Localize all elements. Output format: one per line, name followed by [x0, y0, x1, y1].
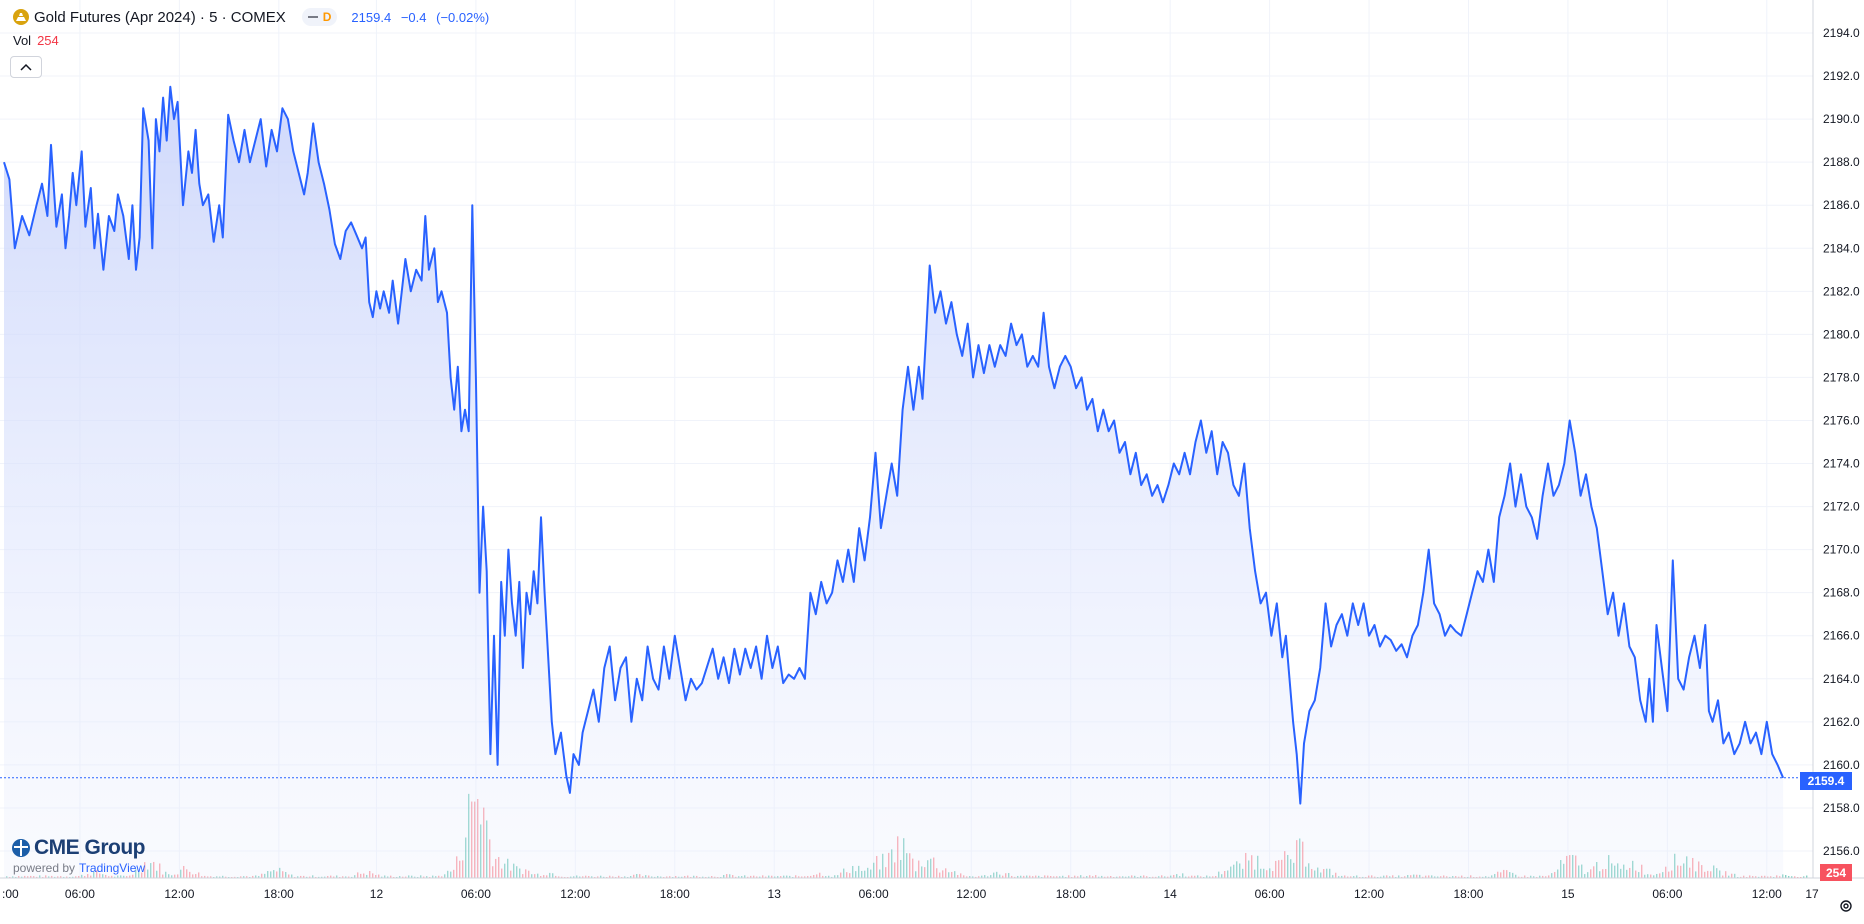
volume-label[interactable]: Vol [13, 33, 32, 48]
last-price-tag: 2159.4 [1800, 772, 1852, 790]
volume-bar [1785, 875, 1787, 878]
time-tick-label: 14 [1163, 887, 1177, 901]
powered-by-label: powered by [13, 861, 76, 875]
price-tick-label: 2156.0 [1823, 844, 1860, 858]
price-line[interactable] [3, 85, 1785, 805]
price-tick-label: 2174.0 [1823, 457, 1860, 471]
price-tick-label: 2158.0 [1823, 801, 1860, 815]
gold-bar-icon [13, 9, 29, 25]
price-tick-label: 2184.0 [1823, 241, 1860, 255]
chart-legend: Gold Futures (Apr 2024) · 5 · COMEX D 21… [13, 7, 495, 27]
cme-group-logo[interactable]: CME Group [12, 836, 146, 860]
price-tick-label: 2162.0 [1823, 715, 1860, 729]
time-tick-label: 15 [1561, 887, 1575, 901]
price-axis[interactable]: 2156.0 2158.0 2160.0 2162.0 2164.0 2166.0 2168… [1823, 26, 1860, 858]
price-tick-label: 2176.0 [1823, 413, 1860, 427]
price-tick-label: 2168.0 [1823, 586, 1860, 600]
price-tick-label: 2178.0 [1823, 370, 1860, 384]
price-tick-label: 2170.0 [1823, 543, 1860, 557]
minus-icon [307, 16, 318, 18]
time-tick-label: 12 [370, 887, 384, 901]
price-tick-label: 2180.0 [1823, 327, 1860, 341]
price-tick-label: 2166.0 [1823, 629, 1860, 643]
delayed-data-badge: D [322, 10, 332, 24]
cme-group-name: CME Group [34, 836, 146, 859]
time-tick-label: 06:00 [65, 887, 95, 901]
time-tick-label: 18:00 [660, 887, 690, 901]
time-tick-label: 18:00 [1453, 887, 1483, 901]
price-tick-label: 2160.0 [1823, 758, 1860, 772]
price-area-fill [4, 86, 1784, 879]
globe-icon [12, 839, 30, 857]
volume-bar [1794, 876, 1796, 878]
price-tick-label: 2190.0 [1823, 112, 1860, 126]
price-tick-label: 2194.0 [1823, 26, 1860, 40]
price-readout: 2159.4 −0.4 (−0.02%) [351, 10, 495, 25]
volume-bar [1806, 875, 1808, 878]
volume-bar [1803, 876, 1805, 878]
price-change-percent: (−0.02%) [436, 9, 490, 25]
symbol-title[interactable]: Gold Futures (Apr 2024) · 5 · COMEX [34, 8, 286, 26]
price-tick-label: 2172.0 [1823, 500, 1860, 514]
time-axis[interactable]: :00 06:00 12:00 18:00 12 06:00 12:00 18:00 13 06:… [2, 887, 1819, 901]
time-tick-label: 13 [768, 887, 782, 901]
volume-bar [1791, 876, 1793, 878]
volume-bar [1788, 875, 1790, 878]
price-change: −0.4 [400, 9, 427, 25]
volume-value: 254 [37, 33, 59, 48]
time-tick-label: 06:00 [461, 887, 491, 901]
powered-by-tradingview[interactable]: powered by TradingView [13, 861, 145, 875]
gear-icon[interactable] [1838, 898, 1854, 914]
time-tick-label: :00 [2, 887, 19, 901]
time-tick-label: 06:00 [1652, 887, 1682, 901]
market-status-pill[interactable]: D [301, 8, 338, 26]
volume-legend: Vol 254 [13, 33, 59, 48]
price-tick-label: 2186.0 [1823, 198, 1860, 212]
time-tick-label: 12:00 [164, 887, 194, 901]
last-volume-tag: 254 [1820, 864, 1852, 881]
price-tick-label: 2182.0 [1823, 284, 1860, 298]
last-price: 2159.4 [351, 9, 392, 25]
time-tick-label: 06:00 [859, 887, 889, 901]
time-tick-label: 12:00 [1354, 887, 1384, 901]
time-tick-label: 06:00 [1255, 887, 1285, 901]
price-tick-label: 2188.0 [1823, 155, 1860, 169]
time-tick-label: 17 [1805, 887, 1819, 901]
time-tick-label: 12:00 [560, 887, 590, 901]
chevron-up-icon [20, 63, 32, 71]
collapse-legend-button[interactable] [10, 56, 42, 78]
price-tick-label: 2164.0 [1823, 672, 1860, 686]
time-tick-label: 12:00 [1752, 887, 1782, 901]
time-tick-label: 18:00 [1056, 887, 1086, 901]
time-tick-label: 18:00 [264, 887, 294, 901]
tradingview-link[interactable]: TradingView [79, 861, 146, 875]
price-tick-label: 2192.0 [1823, 69, 1860, 83]
time-tick-label: 12:00 [956, 887, 986, 901]
